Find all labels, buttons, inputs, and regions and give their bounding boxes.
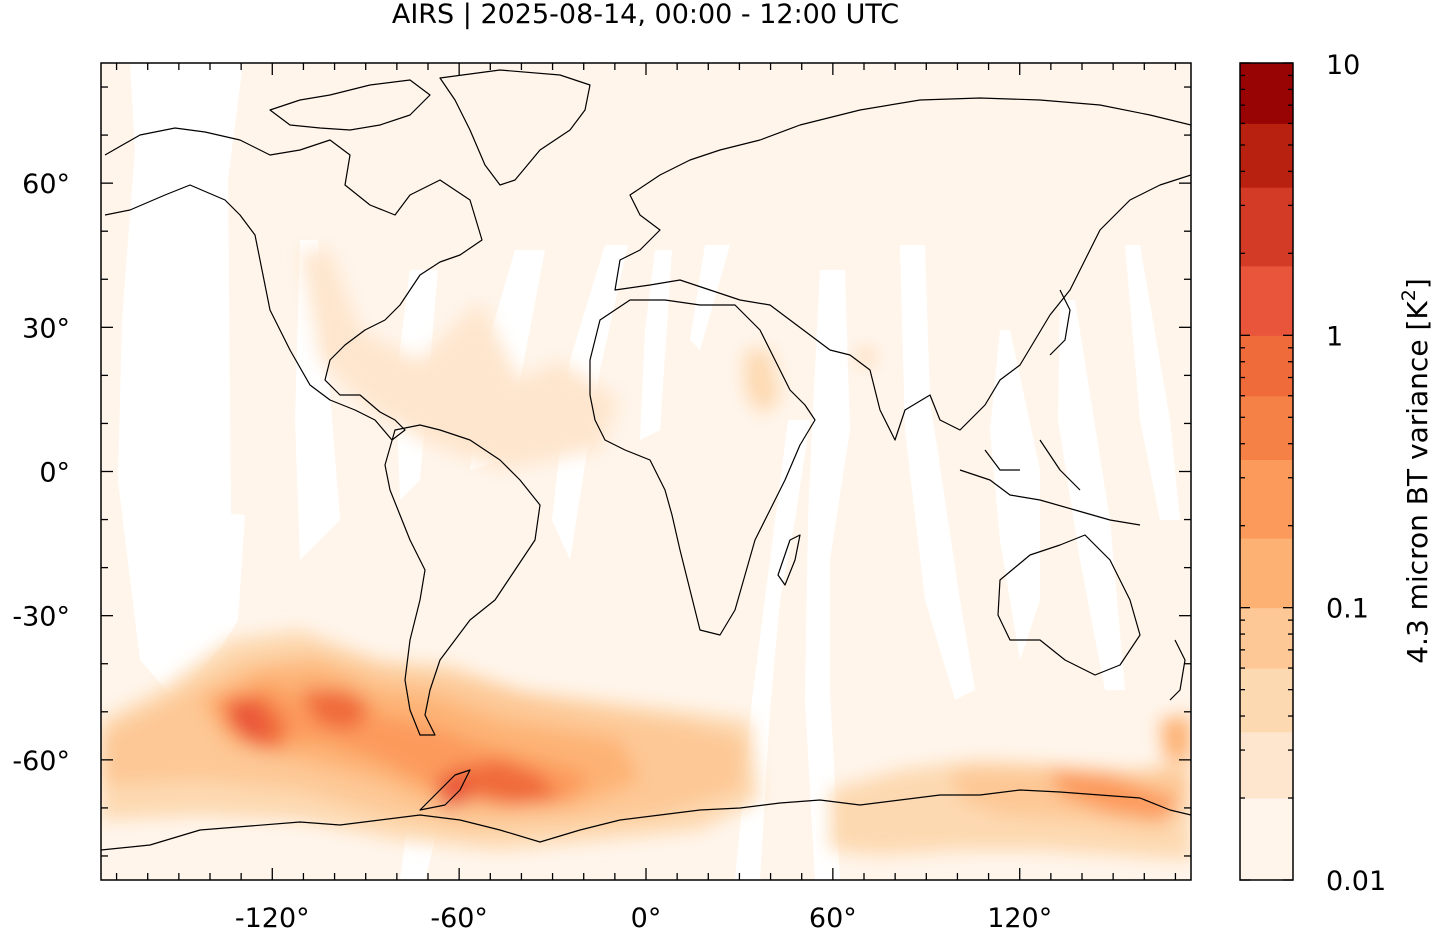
x-tick-label: 120° <box>987 903 1052 930</box>
colorbar-block <box>1240 607 1293 669</box>
swath-gap <box>900 245 975 700</box>
japan-coast <box>1049 289 1071 356</box>
colorbar-block <box>1240 538 1293 609</box>
swath-gap <box>805 270 850 880</box>
variance-regions <box>101 250 1191 860</box>
colorbar-block <box>1240 335 1293 397</box>
south-america-coast <box>384 424 541 736</box>
swath-gap <box>190 510 245 650</box>
variance-region <box>745 350 780 415</box>
antarctica-coast <box>101 789 1191 851</box>
map-ticks <box>101 63 1191 880</box>
colorbar-tick-label: 0.01 <box>1326 866 1386 897</box>
north-america-coast <box>104 127 483 441</box>
colorbar-block <box>1240 459 1293 539</box>
eurasia-coast <box>614 97 1191 441</box>
swath-gap <box>1058 300 1125 690</box>
variance-region <box>1050 770 1180 820</box>
variance-region <box>1160 715 1191 760</box>
y-tick-label: 60° <box>22 169 70 200</box>
variance-region <box>300 690 370 730</box>
variance-region <box>435 770 470 810</box>
colorbar-frame <box>1239 62 1294 881</box>
colorbar-block <box>1240 798 1293 881</box>
variance-region <box>450 760 560 805</box>
colorbar: 0.01 0.1 1 10 4.3 micron BT variance [K2] <box>1239 50 1434 897</box>
colorbar-block <box>1240 731 1293 799</box>
variance-region <box>232 705 268 740</box>
colorbar-block <box>1240 123 1293 188</box>
colorbar-tick-label: 1 <box>1326 321 1343 352</box>
colorbar-block <box>1240 63 1293 124</box>
colorbar-blocks <box>1240 63 1293 881</box>
x-tick-label: -60° <box>430 903 488 930</box>
x-tick-labels: -120° -60° 0° 60° 120° <box>235 903 1052 930</box>
variance-region <box>860 350 872 365</box>
chart-title: AIRS | 2025-08-14, 00:00 - 12:00 UTC <box>391 0 900 30</box>
colorbar-block <box>1240 187 1293 267</box>
x-tick-label: 0° <box>631 903 662 930</box>
swath-gap <box>640 250 672 440</box>
antarctic-peninsula-coast <box>419 769 471 811</box>
africa-europe-coast <box>589 299 816 636</box>
colorbar-tick-label: 10 <box>1326 50 1360 81</box>
colorbar-block <box>1240 668 1293 733</box>
greenland-coast <box>439 69 591 186</box>
swath-gap <box>990 330 1040 660</box>
y-tick-label: 0° <box>39 458 70 489</box>
variance-region <box>300 250 620 470</box>
colorbar-ticks <box>1240 62 1293 881</box>
y-tick-label: -60° <box>12 746 70 777</box>
maritime-continent-coast <box>959 439 1141 526</box>
swath-gap <box>1125 245 1180 520</box>
australia-coast <box>997 534 1141 676</box>
x-tick-label: -120° <box>235 903 310 930</box>
x-tick-label: 60° <box>809 903 857 930</box>
swath-gap <box>690 245 730 350</box>
colorbar-label: 4.3 micron BT variance [K2] <box>1398 278 1434 664</box>
y-tick-labels: 60° 30° 0° -30° -60° <box>12 169 70 777</box>
colorbar-tick-labels: 0.01 0.1 1 10 <box>1326 50 1386 897</box>
colorbar-tick-label: 0.1 <box>1326 594 1369 625</box>
y-tick-label: -30° <box>12 602 70 633</box>
colorbar-block <box>1240 395 1293 460</box>
colorbar-block <box>1240 265 1293 336</box>
coastlines <box>101 69 1191 851</box>
madagascar-coast <box>777 534 801 586</box>
new-zealand-coast <box>1169 639 1186 701</box>
map-area <box>101 63 1191 880</box>
swath-gap <box>295 240 340 560</box>
arctic-islands-coast <box>269 79 431 131</box>
y-tick-label: 30° <box>22 313 70 344</box>
